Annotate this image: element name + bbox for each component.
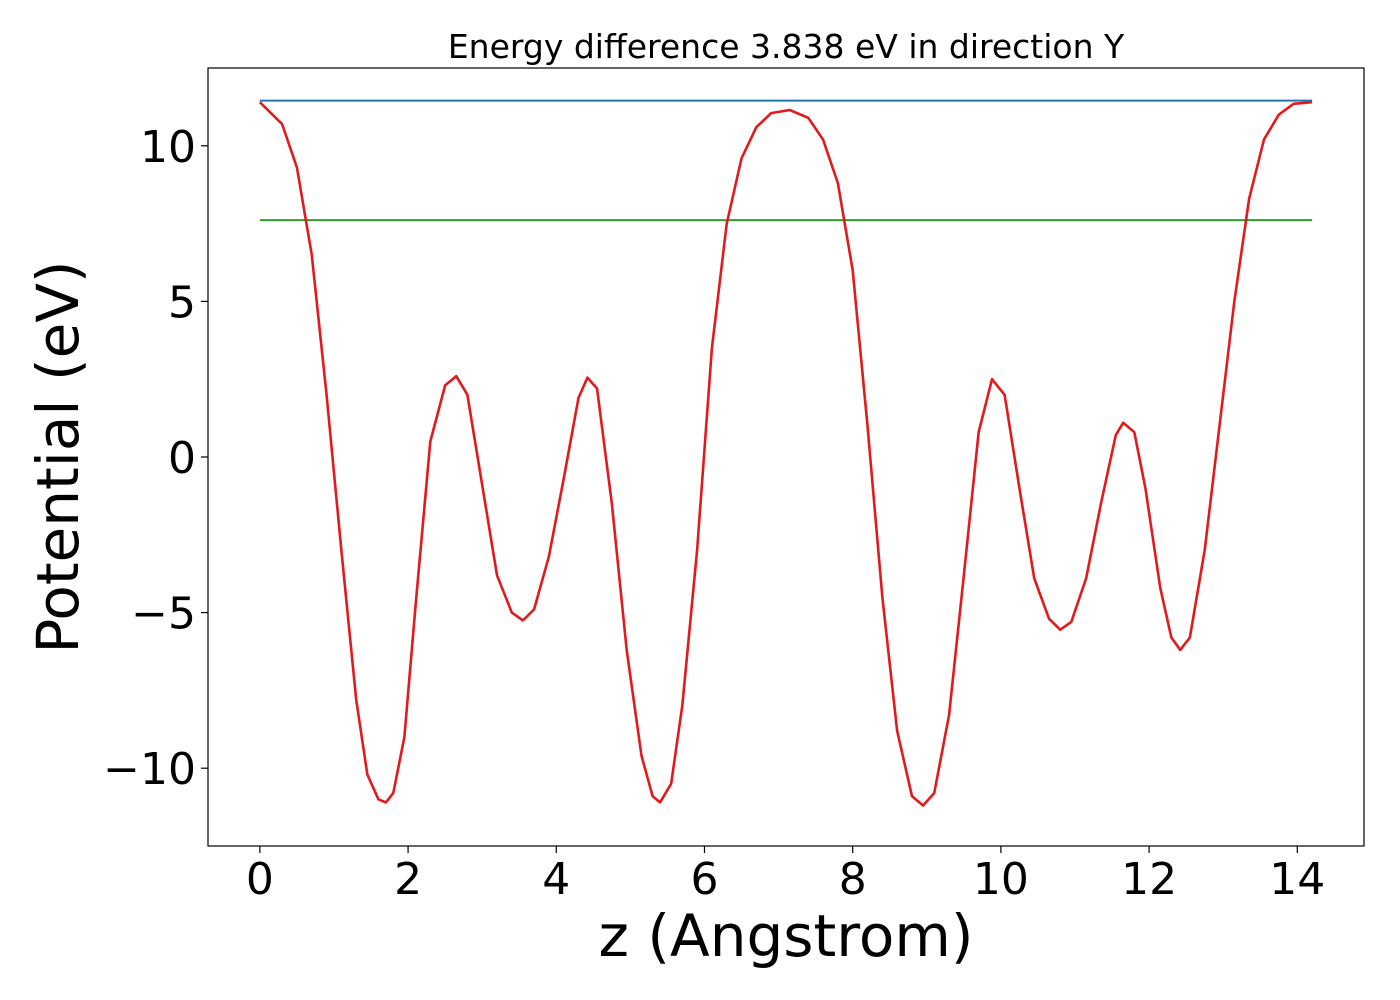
y-tick-label: 10 [140, 122, 196, 173]
x-tick-label: 10 [973, 854, 1029, 905]
y-tick-label: 5 [168, 277, 196, 328]
x-tick-label: 12 [1121, 854, 1177, 905]
x-tick-label: 2 [394, 854, 422, 905]
series-line-potential [258, 100, 1313, 807]
y-axis-label: Potential (eV) [24, 260, 92, 653]
chart-title: Energy difference 3.838 eV in direction … [448, 27, 1125, 66]
x-tick-label: 4 [542, 854, 570, 905]
plot-area [208, 68, 1364, 846]
x-tick-label: 0 [246, 854, 274, 905]
x-axis-label: z (Angstrom) [599, 902, 974, 970]
x-tick-label: 14 [1269, 854, 1325, 905]
series-layer [258, 99, 1313, 807]
x-axis-ticks: 0 2 4 6 8 10 12 14 [246, 846, 1325, 905]
y-tick-label: −10 [103, 744, 196, 795]
y-tick-label: −5 [131, 589, 196, 640]
x-tick-label: 6 [690, 854, 718, 905]
x-tick-label: 8 [839, 854, 867, 905]
y-axis-ticks: 10 5 0 −5 −10 [103, 122, 208, 795]
y-tick-label: 0 [168, 433, 196, 484]
